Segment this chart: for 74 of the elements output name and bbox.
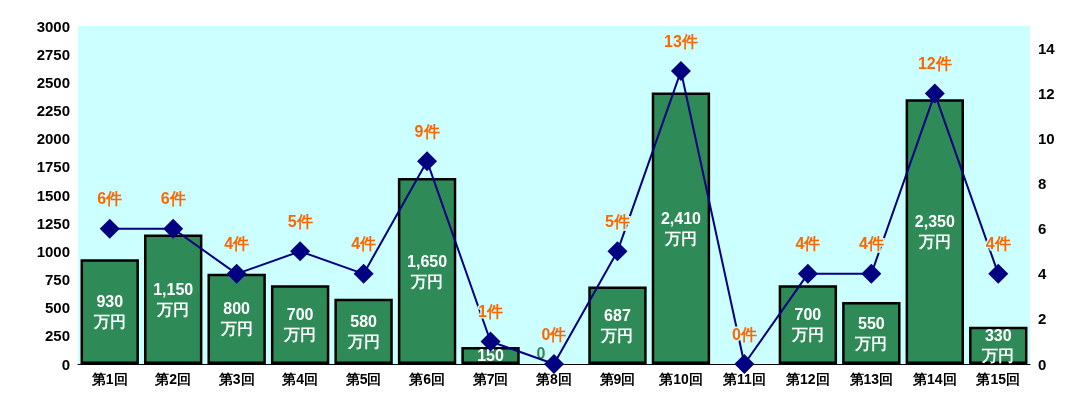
data-label: 150 (477, 347, 504, 365)
y2-tick-label: 12 (1038, 85, 1055, 103)
x-tick-label: 第2回 (154, 371, 192, 387)
y-tick-label: 2500 (36, 73, 70, 91)
y-tick-label: 2750 (36, 45, 70, 63)
point (797, 263, 818, 284)
x-tick-label: 第5回 (344, 371, 382, 387)
data-label: 700 万円 (283, 306, 317, 344)
x-tick-label: 第1回 (90, 371, 128, 387)
y-tick-label: 3000 (36, 17, 70, 35)
y2-tick-label: 10 (1038, 130, 1055, 148)
y-tick-label: 250 (44, 327, 70, 345)
y2-tick-label: 2 (1038, 310, 1047, 328)
y-tick-label: 1500 (36, 186, 70, 204)
y-tick-label: 0 (61, 355, 70, 373)
y-tick-label: 500 (44, 299, 70, 317)
point (226, 263, 247, 284)
data-label: 330 万円 (981, 326, 1015, 364)
point (988, 263, 1009, 284)
data-label: 6件 (160, 190, 186, 208)
data-label: 800 万円 (219, 300, 253, 338)
point (417, 151, 438, 172)
data-label: 930 万円 (92, 293, 126, 331)
y-tick-label: 1000 (36, 242, 70, 260)
y2-tick-label: 6 (1038, 220, 1047, 238)
data-label: 4件 (795, 235, 821, 253)
data-label: 5件 (287, 212, 313, 230)
data-label: 12件 (917, 55, 952, 73)
y2-tick-label: 8 (1038, 175, 1047, 193)
data-label: 2,410 万円 (660, 209, 702, 247)
x-tick-label: 第8回 (535, 371, 572, 387)
x-tick-label: 第15回 (975, 371, 1021, 387)
data-label: 1,150 万円 (153, 280, 194, 318)
point (353, 263, 374, 284)
x-tick-label: 第13回 (848, 371, 894, 387)
point (670, 61, 691, 82)
data-label: 0件 (541, 325, 567, 343)
y-tick-label: 2000 (36, 130, 70, 148)
x-tick-label: 第14回 (912, 371, 957, 387)
point (163, 218, 184, 239)
data-label: 580 万円 (346, 312, 380, 350)
y-tick-label: 750 (44, 271, 70, 288)
x-tick-label: 第3回 (217, 371, 255, 387)
data-label: 4件 (351, 235, 377, 253)
data-label: 687 万円 (600, 306, 634, 344)
point (924, 83, 945, 104)
y-tick-label: 1750 (36, 158, 70, 176)
point (861, 263, 882, 284)
y-tick-label: 1250 (36, 214, 70, 232)
x-tick-label: 第10回 (658, 371, 703, 387)
point (544, 354, 564, 374)
x-tick-label: 第4回 (281, 371, 319, 387)
x-tick-label: 第7回 (471, 371, 509, 387)
point (290, 241, 311, 262)
data-label: 550 万円 (854, 314, 888, 352)
data-label: 1,650 万円 (407, 252, 448, 290)
x-tick-label: 第6回 (408, 371, 445, 387)
data-label: 0 (536, 344, 546, 362)
data-label: 9件 (414, 122, 440, 140)
y2-tick-label: 0 (1038, 355, 1047, 373)
point (607, 241, 628, 262)
x-tick-label: 第11回 (721, 371, 766, 387)
point (99, 218, 120, 239)
x-tick-label: 第12回 (785, 371, 830, 387)
y-tick-label: 2250 (36, 102, 70, 119)
y2-tick-label: 14 (1038, 40, 1056, 58)
data-label: 2,350 万円 (914, 213, 955, 251)
data-label: 700 万円 (790, 306, 824, 344)
data-label: 4件 (224, 235, 250, 253)
data-label: 13件 (664, 32, 698, 50)
x-tick-label: 第9回 (598, 371, 636, 387)
y2-tick-label: 4 (1038, 265, 1047, 283)
data-label: 6件 (97, 190, 123, 208)
point (734, 354, 755, 374)
